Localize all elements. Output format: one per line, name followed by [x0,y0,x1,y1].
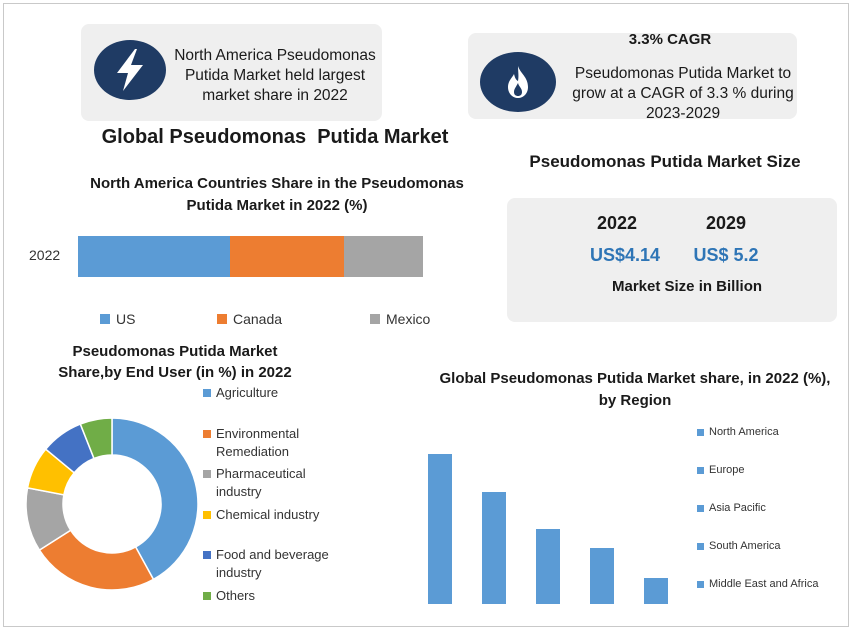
bar-middle-east-and-africa [644,577,668,604]
bar-asia-pacific [536,529,560,604]
legend-chemical-swatch [203,511,211,519]
market-size-year-2029: 2029 [705,213,747,233]
legend-others: Others [203,587,255,605]
legend-pharmaceutical: Pharmaceutical industry [203,465,323,501]
region-chart-title: Global Pseudomonas Putida Market share, … [439,370,831,409]
legend-europe-swatch [697,466,704,474]
legend-mexico-swatch [370,314,380,324]
legend-north-america-label: North America [709,426,779,438]
bar-segment-canada [229,236,344,277]
legend-pharmaceutical-swatch [203,470,211,478]
country-share-chart-title: North America Countries Share in the Pse… [90,175,464,214]
bar-segment-mexico [343,236,423,277]
bar-north-america [428,454,452,604]
legend-environmental: Environmental Remediation [203,425,323,461]
legend-south-america: South America [697,540,781,552]
donut-slice-agriculture [111,417,199,581]
legend-north-america-swatch [697,428,704,436]
legend-europe-label: Europe [709,464,745,476]
card1-line-3: market share in 2022 [202,87,348,104]
legend-south-america-swatch [697,542,704,550]
card2-line-2: grow at a CAGR of 3.3 % during [572,85,794,102]
legend-us: US [100,310,135,328]
legend-asia-pacific-swatch [697,504,704,512]
card1-line-2: Putida Market held largest [184,67,366,84]
legend-agriculture-label: Agriculture [216,385,279,400]
legend-asia-pacific: Asia Pacific [697,502,766,514]
legend-agriculture-swatch [203,389,211,397]
end-user-donut-chart [25,417,199,591]
legend-chemical-label: Chemical industry [216,507,320,522]
legend-pharmaceutical-label: Pharmaceutical industry [216,466,306,499]
legend-middle-east-africa-label: Middle East and Africa [709,578,819,590]
legend-others-label: Others [216,588,256,603]
bar-europe [482,491,506,604]
legend-mexico: Mexico [370,310,430,328]
legend-others-swatch [203,592,211,600]
legend-middle-east-africa-swatch [697,580,704,588]
bar-segment-us [78,236,230,277]
market-size-value-2029: US$ 5.2 [693,245,759,265]
market-size-value-2022: US$4.14 [589,245,661,265]
main-title: Global Pseudomonas Putida Market [101,126,449,148]
legend-agriculture: Agriculture [203,384,278,402]
legend-canada: Canada [217,310,282,328]
legend-environmental-swatch [203,430,211,438]
legend-chemical: Chemical industry [203,506,319,524]
market-size-year-2022: 2022 [596,213,638,233]
flame-icon [480,52,556,112]
legend-us-label: US [116,311,136,327]
end-user-chart-title: Pseudomonas Putida Market Share,by End U… [58,343,292,381]
country-share-category-label: 2022 [29,247,61,263]
card2-line-1: Pseudomonas Putida Market to [574,65,792,82]
bar-south-america [590,547,614,604]
infographic-frame [3,3,849,627]
legend-canada-swatch [217,314,227,324]
card1-line-1: North America Pseudomonas [174,47,376,64]
market-size-card [507,198,837,322]
legend-environmental-label: Environmental Remediation [216,426,300,459]
lightning-bolt-icon [94,40,166,100]
market-size-caption: Market Size in Billion [611,278,763,295]
legend-middle-east-africa: Middle East and Africa [697,578,818,590]
cagr-heading: 3.3% CAGR [628,31,712,48]
legend-canada-label: Canada [233,311,283,327]
legend-us-swatch [100,314,110,324]
legend-asia-pacific-label: Asia Pacific [709,502,766,514]
legend-south-america-label: South America [709,540,781,552]
legend-mexico-label: Mexico [386,311,431,327]
legend-food-beverage-swatch [203,551,211,559]
legend-north-america: North America [697,426,779,438]
card2-line-3: 2023-2029 [645,105,721,122]
donut-slice-others [79,417,113,460]
legend-food-beverage-label: Food and beverage industry [216,547,329,580]
legend-food-beverage: Food and beverage industry [203,546,338,582]
market-size-title: Pseudomonas Putida Market Size [529,152,801,171]
legend-europe: Europe [697,464,744,476]
